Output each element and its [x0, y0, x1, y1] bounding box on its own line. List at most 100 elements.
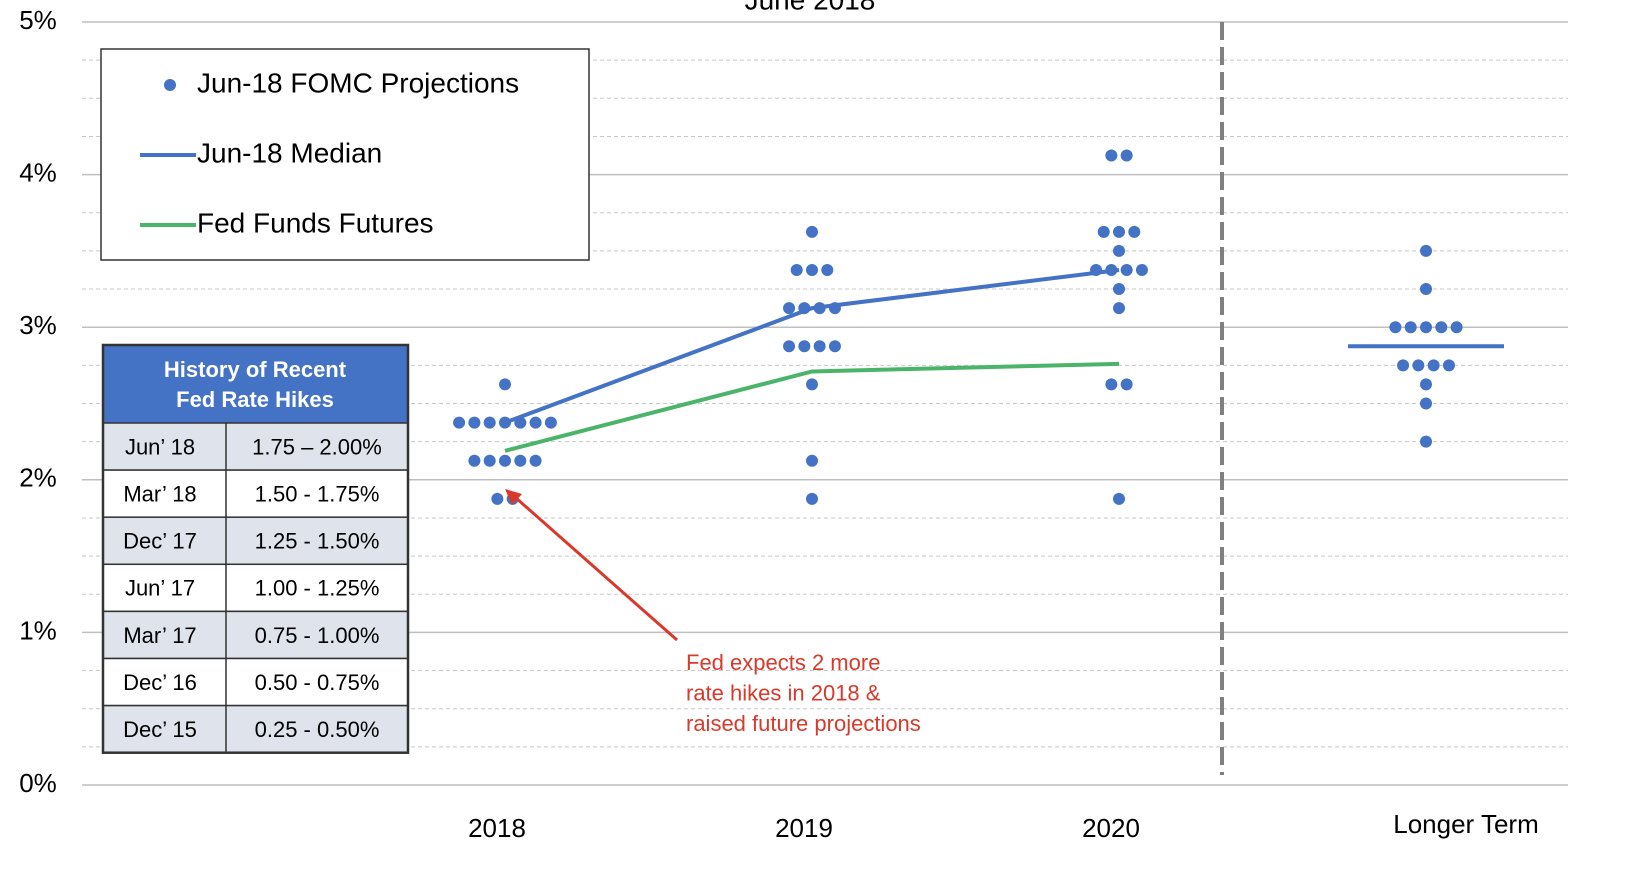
- dot: [1420, 244, 1432, 257]
- dot: [1420, 283, 1432, 296]
- dot: [783, 302, 796, 315]
- dot: [806, 378, 818, 391]
- dot: [1420, 321, 1432, 334]
- dot: [1113, 302, 1125, 315]
- annotation-text: raised future projections: [686, 711, 921, 736]
- dot: [783, 340, 796, 353]
- dot: [806, 263, 818, 276]
- table-cell: 0.50 - 0.75%: [255, 670, 380, 695]
- legend-label: Fed Funds Futures: [197, 207, 434, 238]
- rate-table: History of Recent Fed Rate Hikes Jun’ 18…: [101, 343, 410, 754]
- legend-symbol: [164, 79, 176, 91]
- dot: [1420, 378, 1432, 391]
- x-tick-label: Longer Term: [1393, 809, 1539, 839]
- line: [504, 267, 1120, 425]
- dot: [1113, 225, 1125, 238]
- table-cell: 0.75 - 1.00%: [255, 623, 380, 648]
- table-row: [102, 516, 409, 566]
- annotation: [505, 489, 678, 642]
- dot: [1135, 263, 1148, 276]
- table-cell: Mar’ 17: [123, 623, 196, 648]
- dot: [1412, 359, 1425, 372]
- dot: [821, 263, 834, 276]
- dot: [529, 454, 542, 467]
- table-rows: Jun’ 18 1.75 – 2.00% Mar’ 18 1.50 - 1.75% De…: [101, 343, 410, 754]
- annotation-text: rate hikes in 2018 &: [686, 680, 881, 705]
- chart-title: June 2018: [745, 0, 876, 15]
- table-cell: Jun’ 18: [125, 434, 195, 459]
- dot: [1113, 244, 1125, 257]
- dot: [813, 340, 826, 353]
- table-cell: Dec’ 16: [123, 670, 197, 695]
- dot: [806, 225, 818, 238]
- dot: [1397, 359, 1410, 372]
- table-cell: 1.00 - 1.25%: [255, 576, 380, 601]
- dot: [514, 454, 527, 467]
- legend-label: Jun-18 Median: [197, 137, 382, 168]
- x-tick-label: 2020: [1082, 813, 1140, 843]
- dot: [499, 378, 511, 391]
- table-row: [102, 422, 409, 471]
- legend: Jun-18 FOMC Projections Jun-18 Median Fe…: [100, 48, 590, 261]
- dot: [1435, 321, 1448, 334]
- table-row: [102, 563, 409, 613]
- dot: [1420, 397, 1432, 410]
- dot: [1128, 225, 1141, 238]
- y-tick-label: 2%: [19, 463, 57, 493]
- dot: [1105, 149, 1118, 162]
- arrow-head: [505, 489, 522, 505]
- marks: [453, 149, 1504, 505]
- dot: [491, 492, 504, 505]
- y-tick-label: 0%: [19, 768, 57, 798]
- dot: [468, 454, 481, 467]
- y-tick-label: 3%: [19, 310, 57, 340]
- annotation-arrow: [515, 496, 678, 642]
- dot: [499, 454, 511, 467]
- dot: [790, 263, 803, 276]
- dot: [1427, 359, 1440, 372]
- legend-label: Jun-18 FOMC Projections: [197, 67, 519, 98]
- dot: [1105, 378, 1118, 391]
- dot: [483, 454, 496, 467]
- dot: [1389, 321, 1402, 334]
- table-title: History of Recent: [164, 357, 347, 382]
- y-tick-label: 4%: [19, 157, 57, 187]
- dot: [468, 416, 481, 429]
- table-cell: Dec’ 17: [123, 529, 197, 554]
- table-cell: Jun’ 17: [125, 576, 195, 601]
- table-border: [101, 343, 410, 754]
- dot: [1120, 378, 1133, 391]
- table-title: Fed Rate Hikes: [176, 387, 334, 412]
- x-tick-label: 2018: [468, 813, 526, 843]
- dot: [1450, 321, 1463, 334]
- dot: [828, 340, 841, 353]
- table-header: [103, 345, 408, 423]
- annotation-text: Fed expects 2 more: [686, 650, 880, 675]
- table-row: [102, 657, 409, 707]
- table-cell: 1.25 - 1.50%: [255, 529, 380, 554]
- dot: [1404, 321, 1417, 334]
- dot: [1113, 492, 1125, 505]
- dot: [483, 416, 496, 429]
- dot: [529, 416, 542, 429]
- dot: [1097, 225, 1110, 238]
- dot: [798, 340, 811, 353]
- dot: [806, 454, 818, 467]
- dot: [1120, 263, 1133, 276]
- table-row: [102, 704, 409, 754]
- dot: [544, 416, 557, 429]
- dot: [1113, 283, 1125, 296]
- x-tick-label: 2019: [775, 813, 833, 843]
- dot: [1442, 359, 1455, 372]
- y-tick-label: 1%: [19, 615, 57, 645]
- table-cell: 1.50 - 1.75%: [255, 481, 380, 506]
- table-cell: Dec’ 15: [123, 717, 197, 742]
- dot: [1420, 435, 1432, 448]
- dot: [806, 492, 818, 505]
- table-cell: 1.75 – 2.00%: [252, 434, 382, 459]
- dot: [1120, 149, 1133, 162]
- y-tick-label: 5%: [19, 5, 57, 35]
- dot: [453, 416, 466, 429]
- table-cell: Mar’ 18: [123, 481, 196, 506]
